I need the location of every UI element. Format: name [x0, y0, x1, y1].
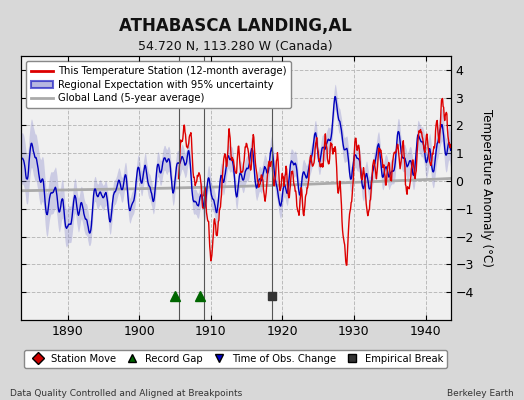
Legend: Station Move, Record Gap, Time of Obs. Change, Empirical Break: Station Move, Record Gap, Time of Obs. C… — [24, 350, 447, 368]
Text: Data Quality Controlled and Aligned at Breakpoints: Data Quality Controlled and Aligned at B… — [10, 389, 243, 398]
Title: 54.720 N, 113.280 W (Canada): 54.720 N, 113.280 W (Canada) — [138, 40, 333, 54]
Text: Berkeley Earth: Berkeley Earth — [447, 389, 514, 398]
Title: ATHABASCA LANDING,AL: ATHABASCA LANDING,AL — [119, 17, 352, 35]
Y-axis label: Temperature Anomaly (°C): Temperature Anomaly (°C) — [481, 109, 493, 267]
